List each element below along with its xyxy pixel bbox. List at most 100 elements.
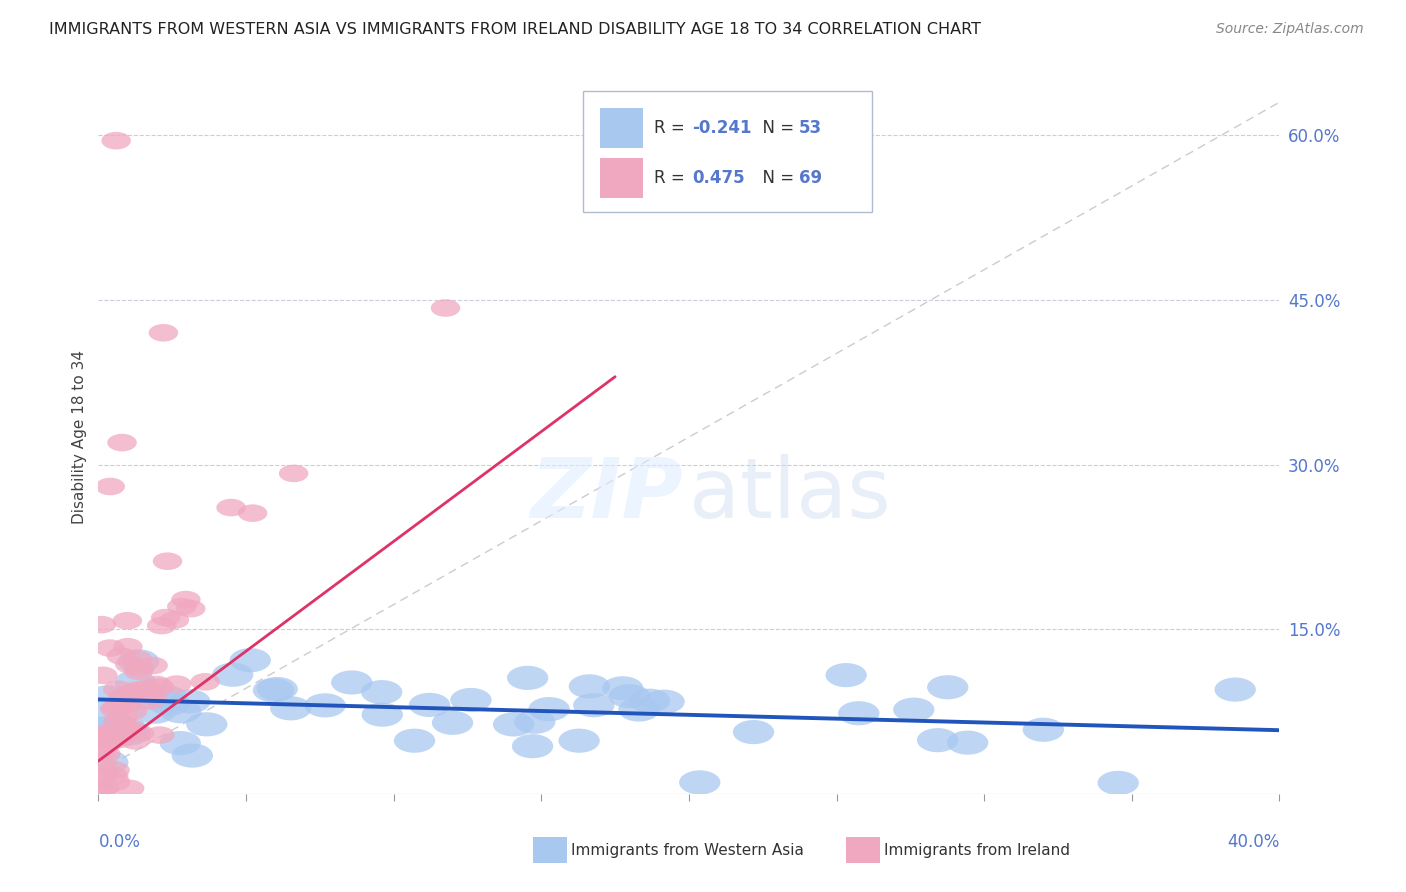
Ellipse shape xyxy=(256,677,298,701)
Ellipse shape xyxy=(125,659,155,677)
Ellipse shape xyxy=(167,598,197,615)
Ellipse shape xyxy=(105,731,135,748)
Ellipse shape xyxy=(96,723,125,741)
Ellipse shape xyxy=(105,716,148,740)
Ellipse shape xyxy=(609,684,650,708)
Ellipse shape xyxy=(135,699,176,723)
Ellipse shape xyxy=(91,745,121,763)
Ellipse shape xyxy=(1022,718,1064,742)
Ellipse shape xyxy=(118,649,159,673)
Ellipse shape xyxy=(602,676,644,700)
FancyBboxPatch shape xyxy=(846,838,880,863)
Ellipse shape xyxy=(628,689,671,713)
Ellipse shape xyxy=(212,663,253,687)
Ellipse shape xyxy=(108,709,138,726)
Ellipse shape xyxy=(115,780,145,797)
Ellipse shape xyxy=(112,612,142,630)
Ellipse shape xyxy=(409,693,450,717)
Text: Source: ZipAtlas.com: Source: ZipAtlas.com xyxy=(1216,22,1364,37)
Text: R =: R = xyxy=(654,169,695,187)
FancyBboxPatch shape xyxy=(533,838,567,863)
Ellipse shape xyxy=(89,780,118,797)
Ellipse shape xyxy=(132,679,162,697)
Ellipse shape xyxy=(169,690,211,714)
Ellipse shape xyxy=(229,648,271,673)
Ellipse shape xyxy=(135,692,165,710)
Ellipse shape xyxy=(111,721,141,739)
Ellipse shape xyxy=(145,678,174,696)
Ellipse shape xyxy=(172,744,212,768)
Ellipse shape xyxy=(153,552,183,570)
Ellipse shape xyxy=(100,700,129,718)
Ellipse shape xyxy=(893,698,935,722)
Ellipse shape xyxy=(574,693,614,717)
Text: ZIP: ZIP xyxy=(530,454,683,534)
Ellipse shape xyxy=(103,698,132,716)
Text: 0.475: 0.475 xyxy=(693,169,745,187)
Ellipse shape xyxy=(176,600,205,617)
Ellipse shape xyxy=(107,434,136,451)
Ellipse shape xyxy=(330,671,373,695)
Ellipse shape xyxy=(568,674,610,698)
Text: N =: N = xyxy=(752,169,799,187)
Ellipse shape xyxy=(87,756,117,773)
Ellipse shape xyxy=(115,656,145,673)
Text: 40.0%: 40.0% xyxy=(1227,833,1279,851)
Text: IMMIGRANTS FROM WESTERN ASIA VS IMMIGRANTS FROM IRELAND DISABILITY AGE 18 TO 34 : IMMIGRANTS FROM WESTERN ASIA VS IMMIGRAN… xyxy=(49,22,981,37)
FancyBboxPatch shape xyxy=(582,91,872,212)
Text: 0.0%: 0.0% xyxy=(98,833,141,851)
Ellipse shape xyxy=(87,780,117,797)
Ellipse shape xyxy=(87,770,117,787)
Ellipse shape xyxy=(108,722,150,746)
Ellipse shape xyxy=(190,673,219,690)
Ellipse shape xyxy=(117,720,146,737)
Ellipse shape xyxy=(508,665,548,690)
Ellipse shape xyxy=(494,713,534,737)
Ellipse shape xyxy=(80,716,122,740)
Ellipse shape xyxy=(361,680,402,704)
Ellipse shape xyxy=(162,675,191,693)
Ellipse shape xyxy=(96,478,125,495)
Ellipse shape xyxy=(108,688,138,706)
Ellipse shape xyxy=(115,670,156,694)
Ellipse shape xyxy=(838,701,880,725)
Ellipse shape xyxy=(733,720,775,744)
Ellipse shape xyxy=(217,499,246,516)
Ellipse shape xyxy=(150,609,180,626)
Ellipse shape xyxy=(394,729,436,753)
Ellipse shape xyxy=(278,465,308,483)
Ellipse shape xyxy=(86,707,127,731)
Ellipse shape xyxy=(101,773,131,790)
Ellipse shape xyxy=(160,611,190,629)
Ellipse shape xyxy=(145,726,174,744)
Text: 69: 69 xyxy=(799,169,823,187)
Ellipse shape xyxy=(186,712,228,737)
Ellipse shape xyxy=(138,657,167,674)
Ellipse shape xyxy=(1098,771,1139,795)
Ellipse shape xyxy=(87,728,117,746)
Ellipse shape xyxy=(160,699,201,723)
Ellipse shape xyxy=(305,693,346,717)
Ellipse shape xyxy=(146,617,176,634)
Ellipse shape xyxy=(103,681,132,698)
FancyBboxPatch shape xyxy=(600,158,643,198)
Ellipse shape xyxy=(948,731,988,755)
Text: N =: N = xyxy=(752,120,799,137)
Ellipse shape xyxy=(679,771,720,795)
Ellipse shape xyxy=(515,710,555,734)
Ellipse shape xyxy=(87,685,128,709)
Text: Immigrants from Western Asia: Immigrants from Western Asia xyxy=(571,843,804,858)
Ellipse shape xyxy=(149,691,190,715)
Ellipse shape xyxy=(825,663,866,687)
Ellipse shape xyxy=(101,132,131,150)
Ellipse shape xyxy=(619,698,659,722)
Ellipse shape xyxy=(121,681,150,699)
Ellipse shape xyxy=(125,724,155,742)
Ellipse shape xyxy=(172,591,201,608)
Ellipse shape xyxy=(100,761,129,779)
Ellipse shape xyxy=(112,638,142,656)
Ellipse shape xyxy=(253,678,294,702)
Y-axis label: Disability Age 18 to 34: Disability Age 18 to 34 xyxy=(72,350,87,524)
Ellipse shape xyxy=(87,750,128,774)
Ellipse shape xyxy=(110,719,139,737)
